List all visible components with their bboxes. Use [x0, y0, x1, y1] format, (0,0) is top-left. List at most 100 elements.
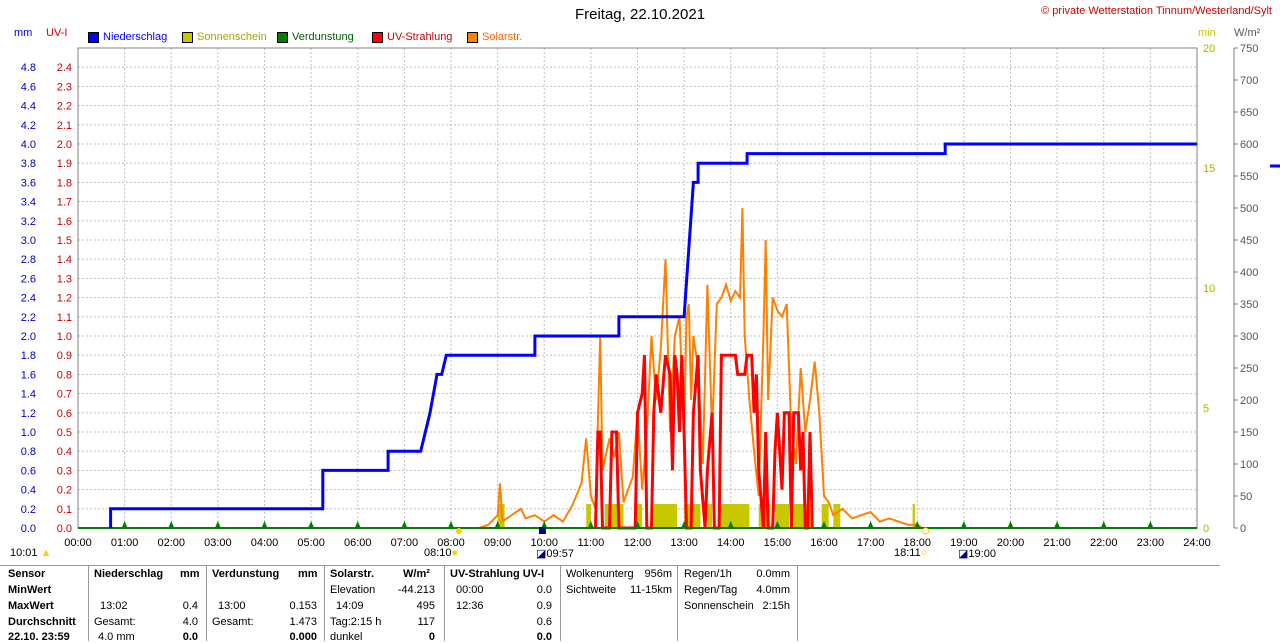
evaporation-marker	[867, 521, 874, 528]
sunset-time: 18:11○	[894, 547, 928, 559]
x-tick-label: 18:00	[903, 537, 931, 549]
y-uv-tick-label: 2.1	[57, 120, 72, 132]
legend-label: Solarstr.	[482, 31, 523, 43]
y-wm2-tick-label: 50	[1240, 491, 1252, 503]
dark-time: ◪19:00	[958, 548, 996, 560]
x-tick-label: 23:00	[1137, 537, 1165, 549]
y-mm-tick-label: 3.2	[21, 216, 36, 228]
y-mm-tick-label: 0.0	[21, 523, 36, 535]
column-divider	[560, 566, 561, 641]
sicht-val: 11-15km	[630, 584, 672, 596]
evaporation-marker	[121, 521, 128, 528]
y-uv-tick-label: 1.1	[57, 312, 72, 324]
y-wm2-tick-label: 100	[1240, 459, 1258, 471]
y-wm2-tick-label: 600	[1240, 139, 1258, 151]
sunshine-bar	[719, 504, 750, 528]
x-tick-label: 09:00	[484, 537, 512, 549]
y-mm-tick-label: 3.4	[21, 197, 36, 209]
x-tick-label: 05:00	[297, 537, 325, 549]
sunshine-bar	[775, 504, 790, 528]
y-uv-tick-label: 1.0	[57, 331, 72, 343]
y-min-tick-label: 15	[1203, 163, 1215, 175]
solar-tag-val: 117	[417, 616, 435, 628]
legend-label: Verdunstung	[292, 31, 354, 43]
legend-swatch	[277, 31, 288, 43]
sensor-header: Sensor	[8, 568, 46, 580]
solar-dunkel-label: dunkel	[330, 631, 363, 643]
solar-header: Solarstr.	[330, 568, 375, 580]
y-uv-tick-label: 0.0	[57, 523, 72, 535]
legend-swatch	[88, 31, 99, 43]
y-uv-tick-label: 1.9	[57, 158, 72, 170]
evaporation-marker	[634, 521, 641, 528]
y-wm2-tick-label: 750	[1240, 43, 1258, 55]
sunshine-bar	[635, 504, 643, 528]
y-uv-tick-label: 1.2	[57, 293, 72, 305]
y-uv-tick-label: 1.7	[57, 197, 72, 209]
y-wm2-tick-label: 200	[1240, 395, 1258, 407]
niederschlag-sum-label: Gesamt:	[94, 616, 136, 628]
column-divider	[206, 566, 207, 641]
y-mm-tick-label: 4.4	[21, 101, 36, 113]
row-label-max: MaxWert	[8, 600, 54, 612]
row-label-last: 22.10. 23:59	[8, 631, 70, 643]
sicht-label: Sichtweite	[566, 584, 617, 596]
niederschlag-max-time: 13:02	[100, 600, 128, 612]
y-uv-tick-label: 0.7	[57, 389, 72, 401]
y-wm2-tick-label: 250	[1240, 363, 1258, 375]
x-tick-label: 12:00	[624, 537, 652, 549]
unit-mm-label: mm	[14, 27, 33, 39]
verdunstung-unit: mm	[298, 568, 318, 580]
legend-label: Sonnenschein	[197, 31, 267, 43]
y-mm-tick-label: 2.8	[21, 254, 36, 266]
verdunstung-sum-val: 1.473	[289, 616, 317, 628]
x-tick-label: 15:00	[764, 537, 792, 549]
x-tick-label: 13:00	[670, 537, 698, 549]
evaporation-marker	[494, 521, 501, 528]
column-divider	[324, 566, 325, 641]
y-wm2-tick-label: 450	[1240, 235, 1258, 247]
x-tick-label: 04:00	[251, 537, 279, 549]
y-uv-tick-label: 0.4	[57, 446, 72, 458]
y-uv-tick-label: 2.3	[57, 81, 72, 93]
y-uv-tick-label: 0.3	[57, 465, 72, 477]
column-divider	[88, 566, 89, 641]
column-divider	[797, 566, 798, 641]
x-tick-label: 21:00	[1043, 537, 1071, 549]
y-uv-tick-label: 1.3	[57, 273, 72, 285]
sunshine-bar	[653, 504, 678, 528]
evaporation-marker	[541, 521, 548, 528]
evaporation-marker	[1147, 521, 1154, 528]
y-uv-tick-label: 2.4	[57, 62, 72, 74]
column-divider	[677, 566, 678, 641]
y-uv-tick-label: 2.2	[57, 101, 72, 113]
regen-1h-label: Regen/1h	[684, 568, 732, 580]
unit-uv-label: UV-I	[46, 27, 68, 39]
credit-text: © private Wetterstation Tinnum/Westerlan…	[1041, 5, 1272, 17]
y-wm2-tick-label: 350	[1240, 299, 1258, 311]
evaporation-marker	[1054, 521, 1061, 528]
uv-min-time: 00:00	[456, 584, 484, 596]
evaporation-marker	[168, 521, 175, 528]
verdunstung-sum-label: Gesamt:	[212, 616, 254, 628]
y-mm-tick-label: 3.8	[21, 158, 36, 170]
y-uv-tick-label: 0.6	[57, 408, 72, 420]
y-min-tick-label: 5	[1203, 403, 1209, 415]
sunshine-bar	[833, 504, 841, 528]
y-uv-tick-label: 1.5	[57, 235, 72, 247]
y-min-tick-label: 0	[1203, 523, 1209, 535]
niederschlag-header: Niederschlag	[94, 568, 164, 580]
solar-noon-time: ◪09:57	[536, 548, 574, 560]
sonne-val: 2:15h	[762, 600, 790, 612]
y-mm-tick-label: 1.2	[21, 408, 36, 420]
y-mm-tick-label: 4.8	[21, 62, 36, 74]
verdunstung-header: Verdunstung	[212, 568, 280, 580]
legend-uv: UV-Strahlung	[372, 31, 452, 43]
x-tick-label: 19:00	[950, 537, 978, 549]
y-uv-tick-label: 0.8	[57, 369, 72, 381]
niederschlag-last-a: 4.0 mm	[98, 631, 135, 643]
y-mm-tick-label: 1.4	[21, 389, 36, 401]
chart-grid	[77, 48, 1198, 529]
evaporation-marker	[354, 521, 361, 528]
